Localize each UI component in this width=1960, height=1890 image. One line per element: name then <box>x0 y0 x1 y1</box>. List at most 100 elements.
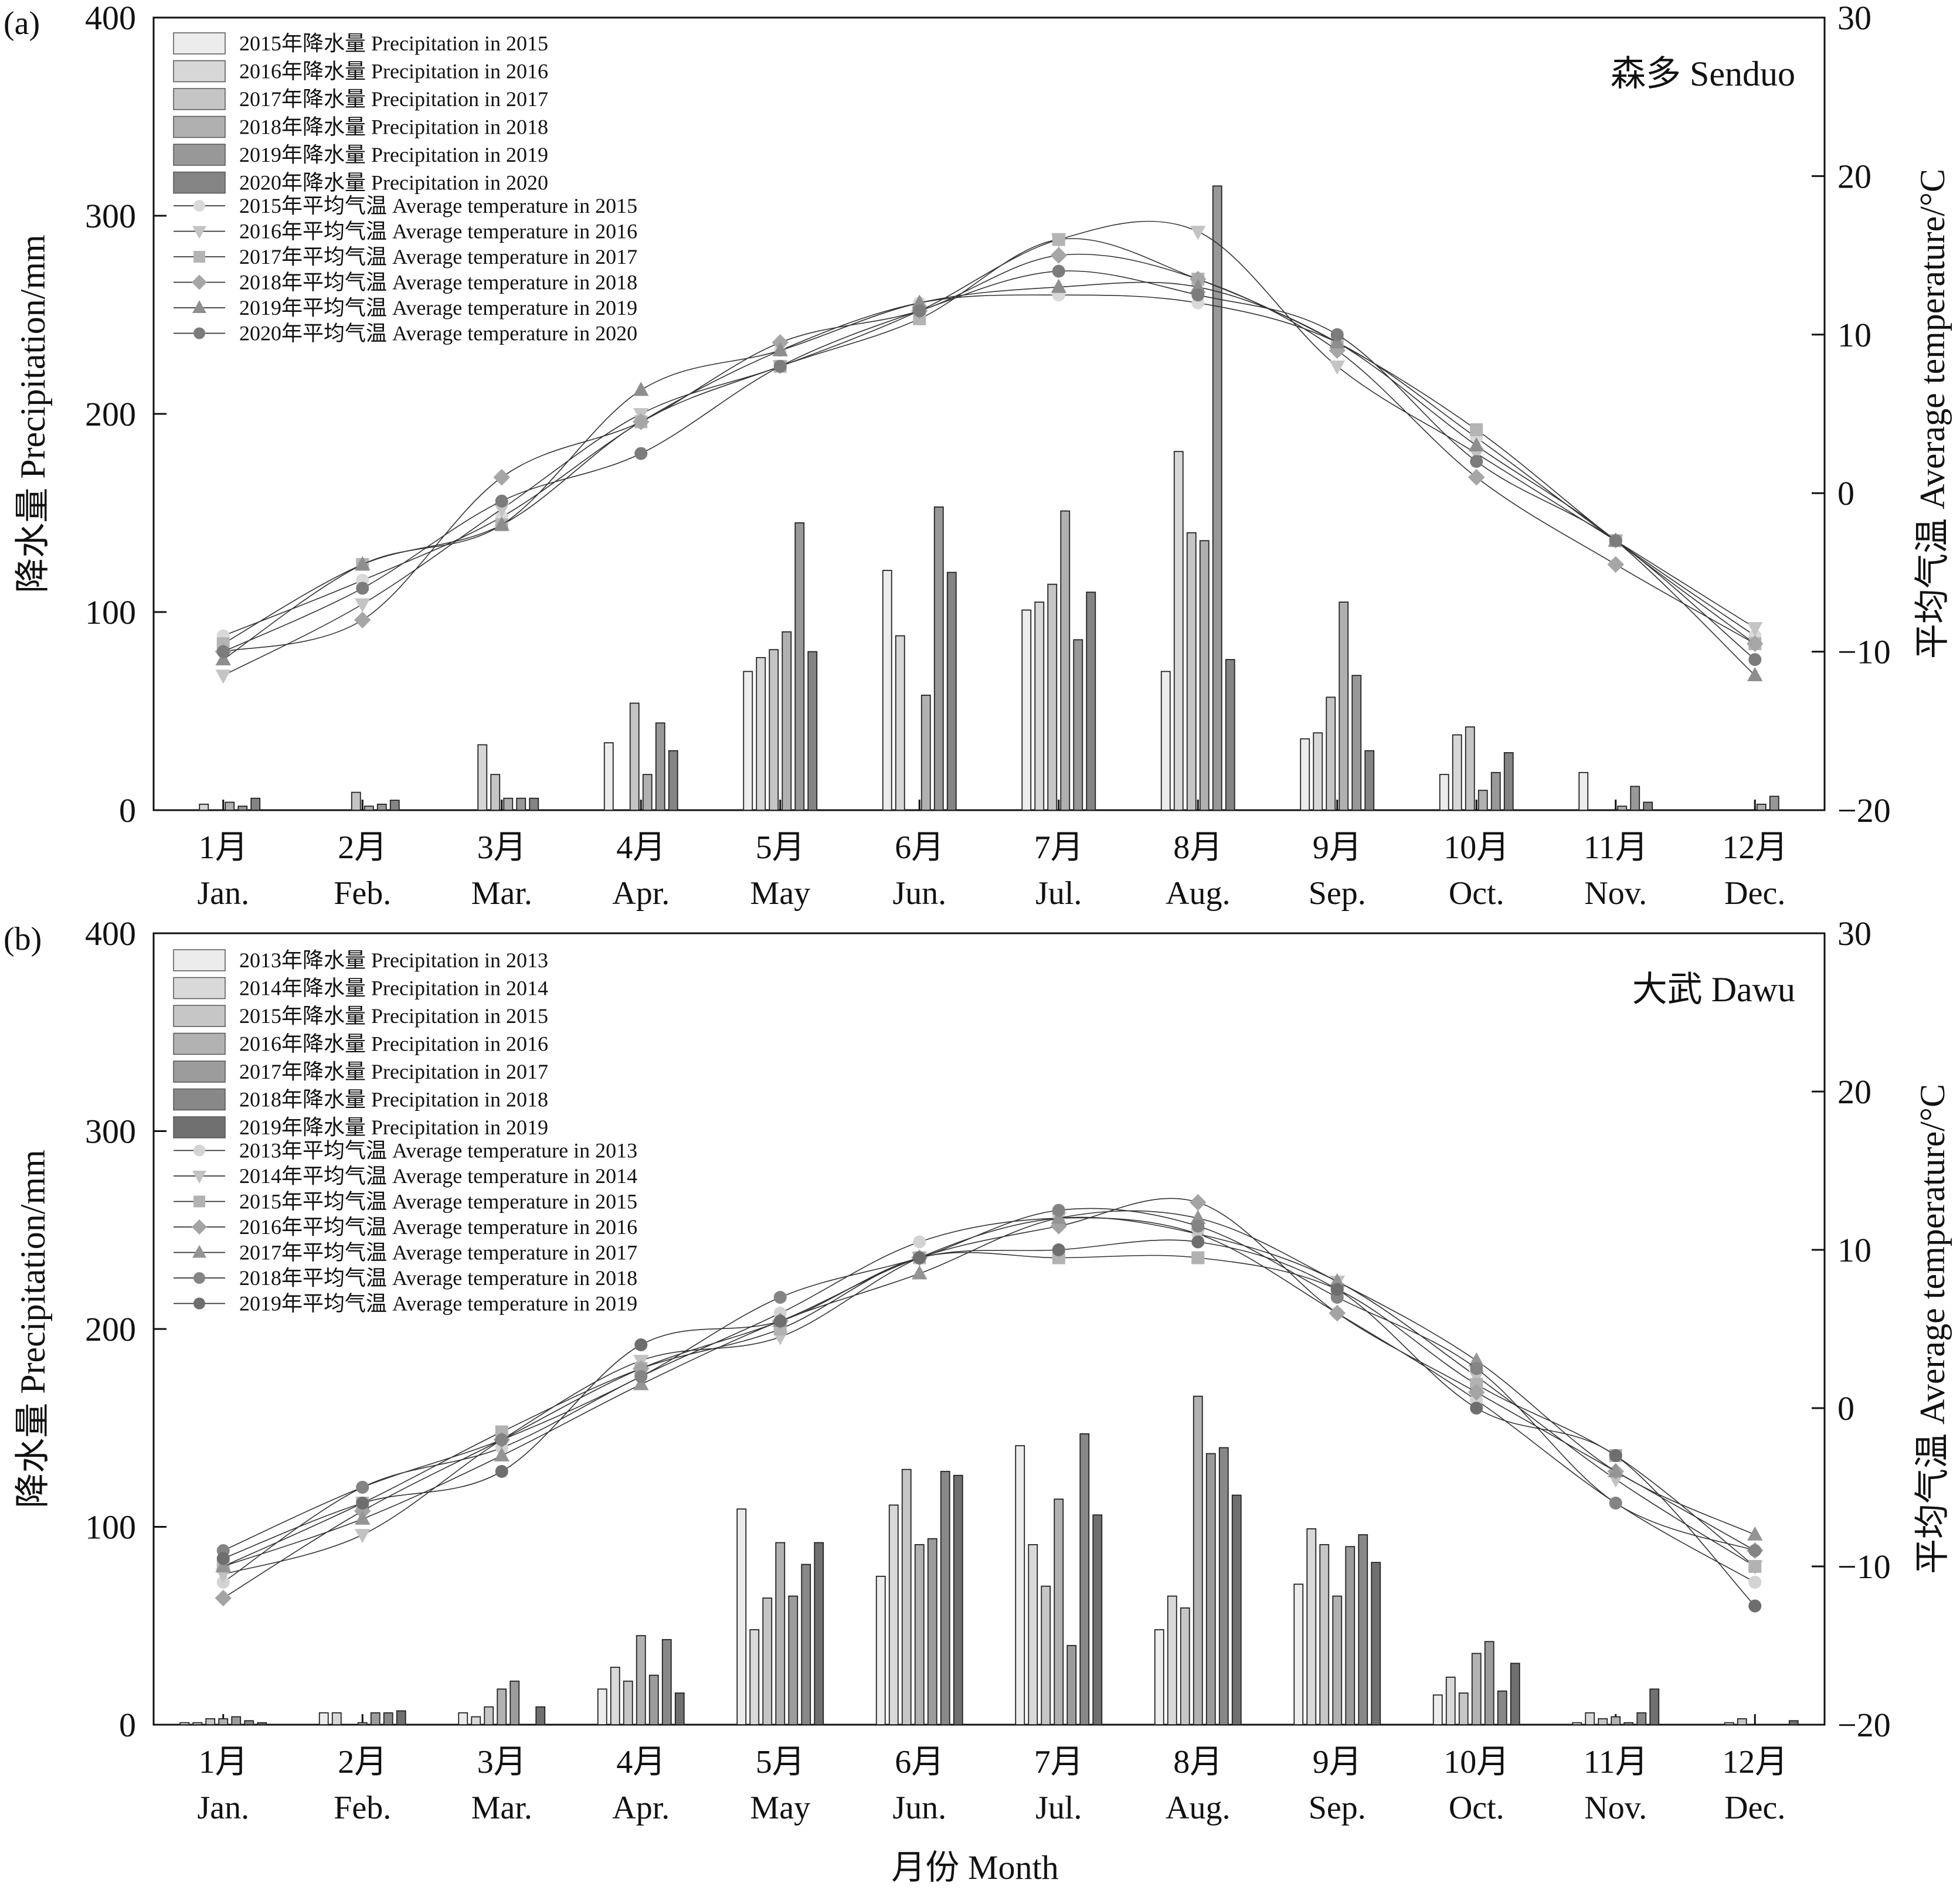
precip-bar <box>668 750 678 811</box>
legend-label-precipitation: 2015年降水量 Precipitation in 2015 <box>239 32 548 55</box>
temp-point <box>1329 360 1345 375</box>
panel-a: 0 100 200 300 400 −20 −10 0 10 20 30 1月 Jan. 2月 Feb. 3月… <box>4 0 1952 912</box>
legend-marker-temperature <box>192 300 206 313</box>
precip-bar <box>1021 609 1032 811</box>
y2-tick-label: 10 <box>1837 1231 1871 1269</box>
x-tick-label-cn: 2月 <box>338 1744 387 1780</box>
precip-bar <box>597 1688 607 1725</box>
temp-series-line <box>223 294 1755 637</box>
precip-bar <box>1092 1514 1103 1725</box>
precip-bar <box>743 671 753 811</box>
x-tick-label-en: Feb. <box>334 1790 391 1826</box>
temp-point <box>1052 1243 1065 1256</box>
temp-point <box>1609 1449 1622 1462</box>
precip-bar <box>1578 771 1589 811</box>
temp-point <box>1330 328 1344 341</box>
panel-label: (a) <box>4 5 40 42</box>
x-tick-label-cn: 7月 <box>1034 830 1083 866</box>
legend-swatch-precipitation <box>173 115 226 138</box>
precip-bar <box>1199 540 1210 811</box>
y-tick-label: 200 <box>85 395 136 433</box>
precip-bar <box>1484 1641 1494 1725</box>
y-axis-label: 降水量 Precipitation/mm <box>13 234 52 593</box>
precipitation-bars <box>179 1395 1799 1725</box>
y2-tick-label: 0 <box>1837 1389 1854 1427</box>
precip-bar <box>503 797 514 811</box>
precip-bar <box>610 1667 620 1725</box>
temp-point <box>634 447 648 460</box>
temp-point <box>1191 1235 1205 1249</box>
temp-point <box>1190 1228 1206 1243</box>
temp-point <box>1747 622 1763 637</box>
precip-bar <box>1477 790 1488 811</box>
precip-bar <box>1186 532 1197 811</box>
temperature-lines <box>215 220 1764 684</box>
temp-point <box>1748 1560 1762 1573</box>
y-tick-label: 400 <box>85 915 136 953</box>
precip-bar <box>1313 732 1323 811</box>
legend-label-temperature: 2019年平均气温 Average temperature in 2019 <box>239 296 637 319</box>
precip-bar <box>1432 1694 1443 1725</box>
precip-bar <box>648 1674 659 1725</box>
station-title: 森多 Senduo <box>1611 55 1795 93</box>
y-tick-label: 200 <box>85 1310 136 1348</box>
temp-point <box>216 645 230 658</box>
precip-bar <box>1458 1692 1469 1725</box>
legend-swatch-precipitation <box>173 977 226 1000</box>
temp-point <box>632 413 650 430</box>
y-tick-label: 400 <box>85 0 136 37</box>
legend-label-precipitation: 2013年降水量 Precipitation in 2013 <box>239 949 548 972</box>
temp-series-line <box>223 1210 1755 1567</box>
precip-bar <box>244 1720 254 1725</box>
x-tick-label-cn: 5月 <box>756 1744 805 1780</box>
legend-label-precipitation: 2017年降水量 Precipitation in 2017 <box>239 87 548 111</box>
temp-point <box>215 1558 231 1572</box>
precip-bar <box>756 657 766 811</box>
precip-bar <box>1041 1585 1051 1725</box>
x-tick-label-en: May <box>750 875 810 912</box>
temp-point <box>1470 1402 1483 1415</box>
temp-point <box>1746 635 1764 652</box>
temp-point <box>1191 1251 1205 1264</box>
temp-point <box>1469 1371 1485 1385</box>
temp-point <box>356 1481 369 1494</box>
legend-label-temperature: 2017年平均气温 Average temperature in 2017 <box>239 245 637 268</box>
precip-bar <box>1160 671 1171 811</box>
x-tick-label-cn: 9月 <box>1313 1744 1362 1780</box>
temp-series-line <box>223 1208 1755 1551</box>
precip-bar <box>396 1710 406 1725</box>
temp-point <box>1468 468 1485 486</box>
precip-bar <box>1345 1546 1356 1725</box>
precip-bar <box>1319 1544 1330 1725</box>
legend-label-precipitation: 2016年降水量 Precipitation in 2016 <box>239 1032 548 1056</box>
precip-bar <box>1212 185 1222 811</box>
precip-bar <box>1358 1534 1368 1725</box>
precip-bar <box>801 1563 811 1725</box>
y-tick-label: 0 <box>119 1706 136 1744</box>
temp-series-line <box>223 1217 1755 1583</box>
x-tick-label-cn: 11月 <box>1584 830 1648 866</box>
temp-point <box>1748 1576 1762 1589</box>
precip-bar <box>477 744 488 811</box>
y2-axis-label: 平均气温 Average temperature/°C <box>1913 1084 1952 1574</box>
panel-label: (b) <box>4 921 42 957</box>
legend-marker-temperature <box>192 226 206 239</box>
x-tick-label-cn: 2月 <box>338 830 387 866</box>
temp-point <box>1469 437 1485 451</box>
temp-point <box>1329 334 1345 349</box>
legend-marker-temperature <box>193 1195 205 1208</box>
precip-bar <box>661 1639 672 1725</box>
legend-marker-temperature <box>192 1245 206 1258</box>
precip-bar <box>762 1597 773 1725</box>
x-tick-label-en: Dec. <box>1724 1790 1785 1826</box>
precip-bar <box>1231 1494 1242 1725</box>
x-tick-label-cn: 10月 <box>1443 1744 1509 1780</box>
temp-point <box>1191 288 1205 302</box>
x-tick-label-en: May <box>750 1790 810 1826</box>
x-tick-label-en: Oct. <box>1449 875 1504 912</box>
x-tick-label-en: Jun. <box>892 1790 946 1826</box>
y2-tick-label: 30 <box>1837 0 1871 37</box>
temp-point <box>1051 278 1066 293</box>
legend-label-precipitation: 2019年降水量 Precipitation in 2019 <box>239 1116 548 1139</box>
x-tick-label-cn: 12月 <box>1722 830 1788 866</box>
